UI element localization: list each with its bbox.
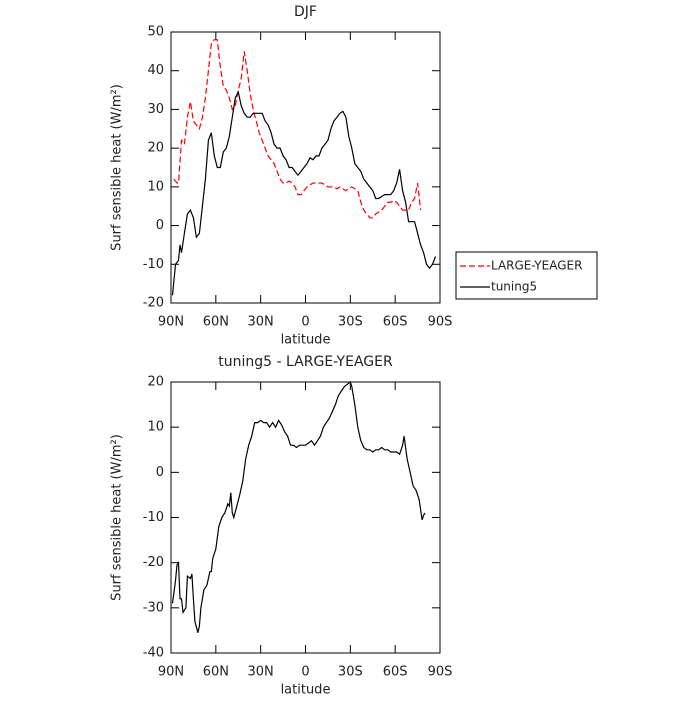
y-tick-label: -30 — [143, 600, 164, 615]
y-tick-label: 0 — [156, 218, 164, 233]
x-tick-label: 0 — [301, 315, 309, 330]
x-tick-label: 60N — [203, 665, 229, 680]
y-tick-label: 0 — [156, 465, 164, 480]
data-line — [173, 39, 422, 219]
y-tick-label: -40 — [143, 646, 164, 661]
x-tick-label: 60S — [383, 665, 408, 680]
y-tick-label: -10 — [143, 510, 164, 525]
x-axis-label: latitude — [281, 683, 331, 698]
x-tick-label: 90S — [428, 665, 453, 680]
plot-frame — [170, 381, 441, 654]
y-tick-label: 50 — [147, 25, 164, 40]
y-tick-label: -10 — [143, 257, 164, 272]
legend-box — [455, 251, 598, 300]
y-tick-label: -20 — [143, 296, 164, 311]
y-tick-label: 10 — [147, 179, 164, 194]
y-axis-label: Surf sensible heat (W/m²) — [110, 434, 125, 601]
chart-title: DJF — [294, 4, 317, 20]
x-tick-label: 90S — [428, 315, 453, 330]
y-tick-label: 20 — [147, 375, 164, 390]
legend-label: tuning5 — [491, 280, 537, 294]
y-tick-label: 30 — [147, 102, 164, 117]
y-tick-label: 20 — [147, 141, 164, 156]
y-tick-label: 40 — [147, 63, 164, 78]
legend-label: LARGE-YEAGER — [491, 259, 582, 273]
y-tick-label: 10 — [147, 420, 164, 435]
x-tick-label: 0 — [301, 665, 309, 680]
y-tick-label: -20 — [143, 555, 164, 570]
data-line — [171, 90, 437, 296]
y-axis-label: Surf sensible heat (W/m²) — [110, 84, 125, 251]
x-tick-label: 30N — [248, 315, 274, 330]
x-tick-label: 60S — [383, 315, 408, 330]
x-axis-label: latitude — [281, 333, 331, 348]
x-tick-label: 60N — [203, 315, 229, 330]
x-tick-label: 90N — [158, 665, 184, 680]
x-tick-label: 90N — [158, 315, 184, 330]
x-tick-label: 30S — [338, 315, 363, 330]
x-tick-label: 30N — [248, 665, 274, 680]
plot-frame — [170, 31, 441, 304]
data-line — [171, 381, 426, 633]
x-tick-label: 30S — [338, 665, 363, 680]
chart-title: tuning5 - LARGE-YEAGER — [218, 354, 393, 370]
